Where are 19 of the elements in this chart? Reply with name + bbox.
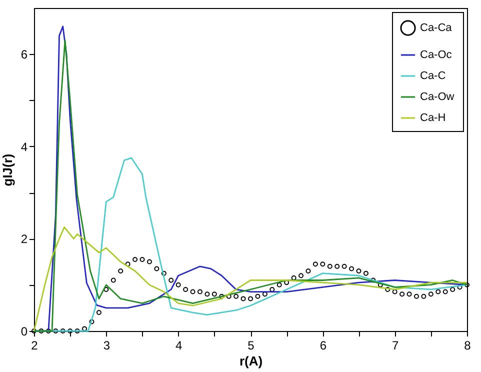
x-tick-label: 4	[175, 338, 182, 352]
legend-label: Ca-Ca	[420, 22, 453, 34]
y-tick-label: 0	[20, 324, 28, 338]
line-series	[33, 226, 468, 332]
x-tick-label: 5	[248, 338, 255, 352]
legend-label: Ca-C	[420, 70, 446, 82]
y-tick-label: 4	[20, 140, 28, 154]
legend-label: Ca-H	[420, 112, 446, 124]
x-axis-title: r(A)	[239, 354, 263, 368]
legend-label: Ca-Ow	[420, 91, 454, 103]
y-axis-title: gIJ(r)	[0, 154, 15, 186]
y-tick-label: 2	[20, 232, 28, 246]
x-tick-label: 3	[103, 338, 110, 352]
x-tick-label: 8	[464, 338, 472, 352]
x-tick-label: 2	[31, 338, 38, 352]
x-tick-label: 6	[320, 338, 327, 352]
legend-label: Ca-Oc	[420, 49, 452, 61]
y-tick-label: 6	[20, 48, 28, 62]
x-tick-label: 7	[392, 338, 399, 352]
